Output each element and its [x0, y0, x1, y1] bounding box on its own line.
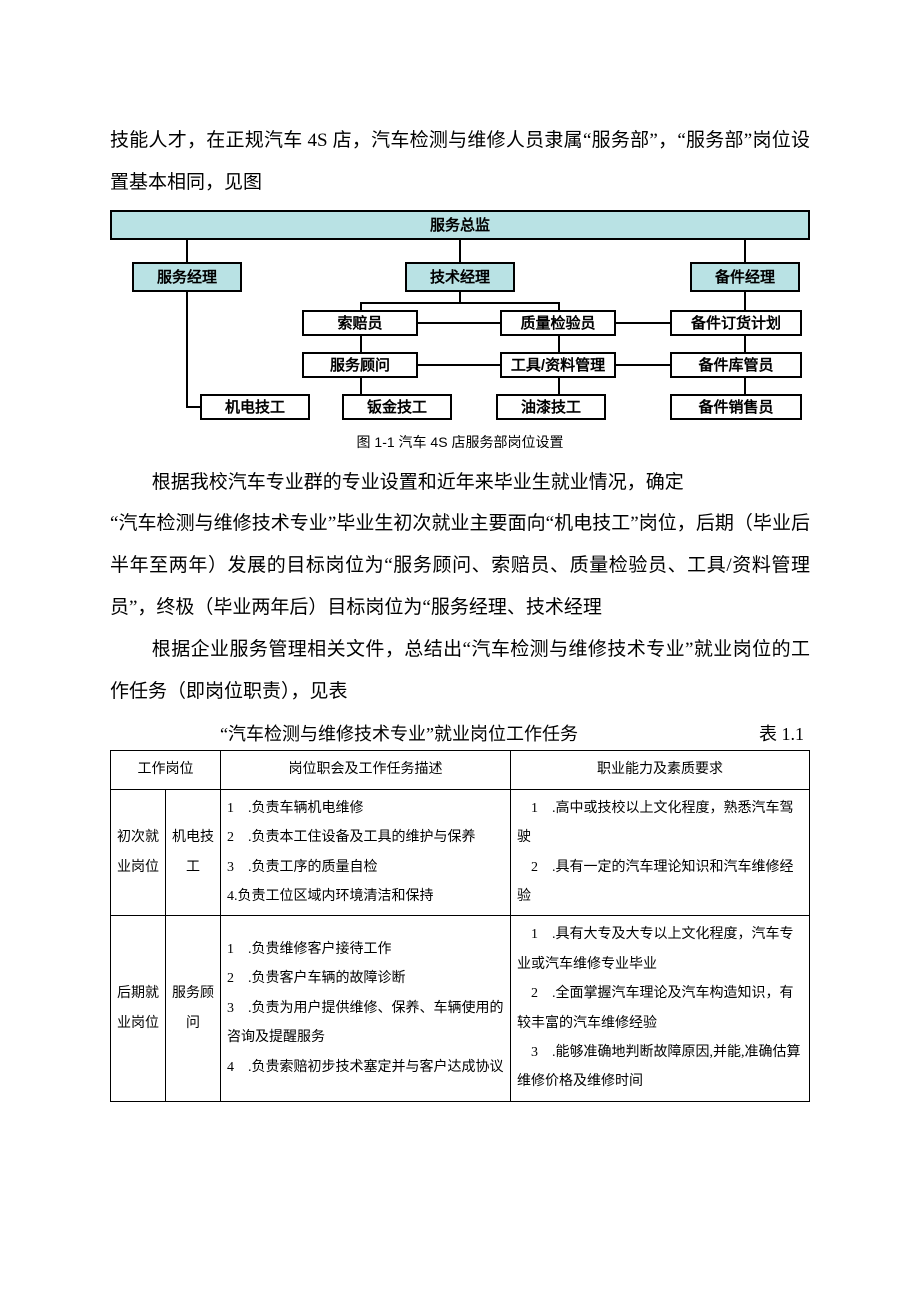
node-advisor: 服务顾问 — [302, 352, 418, 378]
cell-tasks-0: 1 .负责车辆机电维修2 .负责本工住设备及工具的维护与保养3 .负责工序的质量… — [221, 789, 511, 916]
chart-caption: 图 1-1 汽车 4S 店服务部岗位设置 — [110, 432, 810, 452]
table-row: 后期就业岗位 服务顾问 1 .负贵维修客户接待工作2 .负贵客户车辆的故障诊断3… — [111, 916, 810, 1101]
para-3: “汽车检测与维修技术专业”毕业生初次就业主要面向“机电技工”岗位，后期（毕业后半… — [110, 503, 810, 628]
node-paint: 油漆技工 — [496, 394, 606, 420]
node-stock: 备件库管员 — [670, 352, 802, 378]
node-claims: 索赔员 — [302, 310, 418, 336]
node-tech-mgr: 技术经理 — [405, 262, 515, 292]
table-title-row: “汽车检测与维修技术专业”就业岗位工作任务 表 1.1 — [110, 720, 810, 746]
table-label: 表 1.1 — [759, 720, 804, 746]
th-reqs: 职业能力及素质要求 — [511, 751, 810, 789]
node-body: 钣金技工 — [342, 394, 452, 420]
para-2: 根据我校汽车专业群的专业设置和近年来毕业生就业情况，确定 — [110, 462, 810, 504]
node-parts-mgr: 备件经理 — [690, 262, 800, 292]
cell-reqs-0: 1 .高中或技校以上文化程度，熟悉汽车驾驶 2 .具有一定的汽车理论知识和汽车维… — [511, 789, 810, 916]
cell-stage-0: 初次就业岗位 — [111, 789, 166, 916]
node-mech: 机电技工 — [200, 394, 310, 420]
node-service-mgr: 服务经理 — [132, 262, 242, 292]
para-4: 根据企业服务管理相关文件，总结出“汽车检测与维修技术专业”就业岗位的工作任务（即… — [110, 629, 810, 713]
org-chart: 服务总监 服务经理 技术经理 备件经理 索赔员 质量检验员 备件订货计划 服务顾… — [110, 210, 810, 430]
th-position: 工作岗位 — [111, 751, 221, 789]
cell-reqs-1: 1 .具有大专及大专以上文化程度，汽车专业或汽车维修专业毕业 2 .全面掌握汽车… — [511, 916, 810, 1101]
node-director: 服务总监 — [110, 210, 810, 240]
cell-role-1: 服务顾问 — [166, 916, 221, 1101]
node-partsplan: 备件订货计划 — [670, 310, 802, 336]
cell-stage-1: 后期就业岗位 — [111, 916, 166, 1101]
node-partsales: 备件销售员 — [670, 394, 802, 420]
table-title: “汽车检测与维修技术专业”就业岗位工作任务 — [220, 720, 578, 746]
node-qc: 质量检验员 — [500, 310, 616, 336]
table-row: 初次就业岗位 机电技工 1 .负责车辆机电维修2 .负责本工住设备及工具的维护与… — [111, 789, 810, 916]
cell-role-0: 机电技工 — [166, 789, 221, 916]
intro-paragraph: 技能人才，在正规汽车 4S 店，汽车检测与维修人员隶属“服务部”，“服务部”岗位… — [110, 120, 810, 204]
cell-tasks-1: 1 .负贵维修客户接待工作2 .负贵客户车辆的故障诊断3 .负责为用户提供维修、… — [221, 916, 511, 1101]
node-tools: 工具/资料管理 — [500, 352, 616, 378]
job-table: 工作岗位 岗位职会及工作任务描述 职业能力及素质要求 初次就业岗位 机电技工 1… — [110, 750, 810, 1101]
th-tasks: 岗位职会及工作任务描述 — [221, 751, 511, 789]
